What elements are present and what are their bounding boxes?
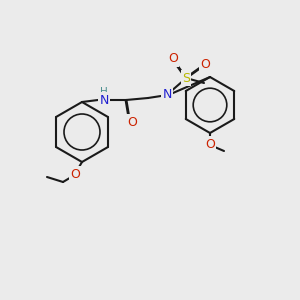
Text: N: N (99, 94, 109, 106)
Text: O: O (200, 58, 210, 71)
Text: H: H (100, 87, 108, 97)
Text: O: O (70, 167, 80, 181)
Text: O: O (168, 52, 178, 65)
Text: O: O (205, 137, 215, 151)
Text: O: O (127, 116, 137, 128)
Text: S: S (182, 71, 190, 85)
Text: N: N (162, 88, 172, 101)
